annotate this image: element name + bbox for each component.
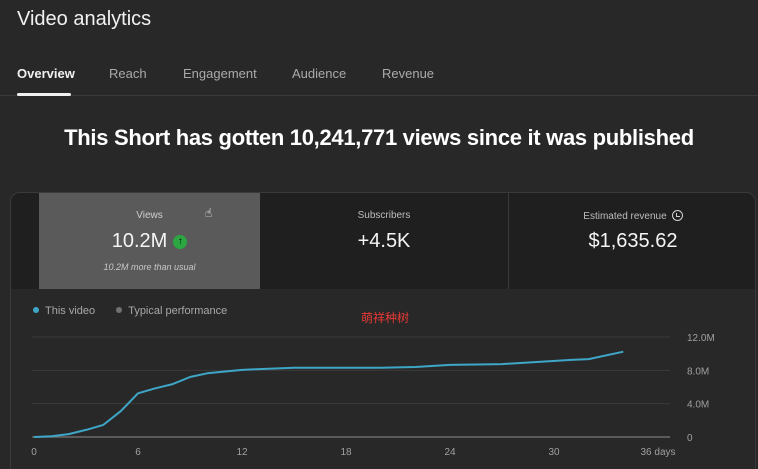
metric-revenue[interactable]: Estimated revenue $1,635.62 (509, 193, 755, 289)
metric-views-label: Views (136, 210, 163, 221)
legend-dot-icon (33, 307, 39, 313)
svg-text:8.0M: 8.0M (687, 366, 709, 377)
clock-icon[interactable] (671, 210, 683, 221)
tab-engagement[interactable]: Engagement (183, 66, 257, 81)
metric-subscribers-label: Subscribers (357, 210, 411, 221)
svg-text:30: 30 (548, 447, 560, 458)
tab-revenue[interactable]: Revenue (382, 66, 435, 81)
svg-text:24: 24 (444, 447, 456, 458)
hand-cursor-icon: ☝ (205, 206, 213, 220)
svg-text:0: 0 (31, 447, 37, 458)
metric-revenue-value: $1,635.62 (588, 230, 678, 252)
analytics-card: Views 10.2M ↑ 10.2M more than usual Subsc… (10, 192, 756, 469)
metric-views-subtext: 10.2M more than usual (103, 262, 196, 272)
svg-text:18: 18 (340, 447, 352, 458)
metric-revenue-label-row: Estimated revenue (509, 210, 755, 222)
chart-legend: This video Typical performance (33, 305, 235, 317)
metric-tiles: Views 10.2M ↑ 10.2M more than usual Subsc… (11, 193, 755, 289)
this-video-series-line (33, 350, 624, 438)
svg-text:6: 6 (135, 447, 141, 458)
legend-item-this-video: This video (33, 305, 99, 317)
svg-text:12: 12 (236, 447, 248, 458)
x-axis-ticks: 0 6 12 18 24 30 36 days (31, 447, 675, 458)
chart-grid (32, 336, 670, 438)
tab-overview[interactable]: Overview (17, 66, 75, 81)
y-axis-ticks: 0 4.0M 8.0M 12.0M (687, 333, 715, 444)
active-tab-indicator (17, 93, 71, 96)
legend-label: Typical performance (128, 305, 228, 317)
arrow-up-icon: ↑ (173, 235, 188, 249)
legend-label: This video (45, 305, 96, 317)
svg-text:0: 0 (687, 433, 693, 444)
metric-subscribers-value: +4.5K (357, 230, 411, 252)
tab-audience[interactable]: Audience (292, 66, 347, 81)
tab-reach[interactable]: Reach (109, 66, 147, 81)
svg-text:4.0M: 4.0M (687, 400, 709, 411)
legend-dot-icon (116, 307, 123, 313)
metric-revenue-label: Estimated revenue (583, 211, 667, 222)
metric-views-value-row: 10.2M ↑ (39, 230, 260, 253)
watermark-text: 萌祥种树 (361, 311, 410, 325)
metric-views[interactable]: Views 10.2M ↑ 10.2M more than usual (39, 193, 260, 289)
tab-bar: Overview Reach Engagement Audience Reven… (0, 62, 758, 96)
views-line-chart[interactable]: 0 6 12 18 24 30 36 days 0 4.0M 8.0M 12.0M (0, 320, 758, 469)
metric-views-value: 10.2M (111, 230, 168, 252)
svg-text:12.0M: 12.0M (687, 333, 715, 344)
svg-text:36 days: 36 days (640, 447, 675, 458)
page-title: Video analytics (17, 8, 152, 30)
views-headline: This Short has gotten 10,241,771 views s… (64, 125, 694, 150)
legend-item-typical: Typical performance (116, 305, 231, 317)
metric-subscribers[interactable]: Subscribers +4.5K (260, 193, 509, 289)
